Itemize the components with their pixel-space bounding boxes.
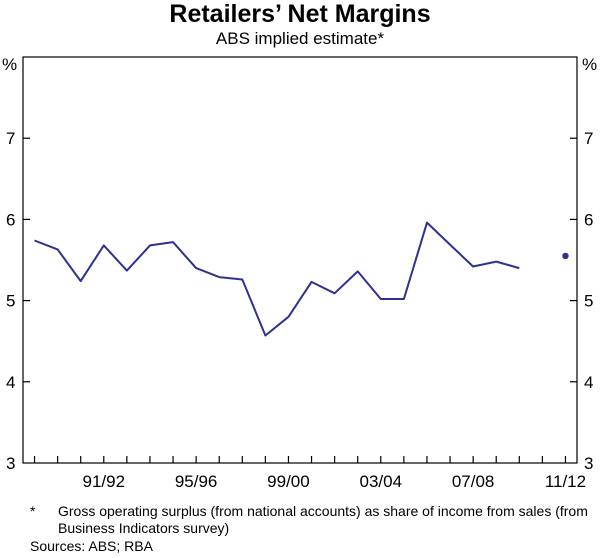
y-unit-right: % — [582, 55, 597, 74]
y-tick-label-left: 5 — [6, 292, 15, 311]
y-tick-label-right: 6 — [584, 210, 593, 229]
line-chart: % % 3 3 4 4 5 5 6 6 7 7 91/92 95/96 99/00 03/04 07/08 1… — [2, 55, 597, 491]
data-point — [562, 252, 569, 260]
x-tick-label: 03/04 — [360, 472, 403, 491]
axis-ticks: 3 3 4 4 5 5 6 6 7 7 91/92 95/96 99/00 03/04 07/08 11/12 — [6, 129, 593, 491]
series-layer — [34, 221, 569, 337]
y-tick-label-left: 6 — [6, 210, 15, 229]
plot-frame — [22, 56, 578, 464]
sources-note: Sources: ABS; RBA — [30, 538, 153, 554]
y-tick-label-left: 3 — [6, 454, 15, 473]
y-tick-label-right: 5 — [584, 292, 593, 311]
x-tick-label: 11/12 — [545, 472, 586, 491]
x-tick-label: 91/92 — [83, 472, 126, 491]
x-tick-label: 95/96 — [175, 472, 218, 491]
y-tick-label-right: 7 — [584, 129, 593, 148]
y-tick-label-right: 4 — [584, 373, 593, 392]
y-unit-left: % — [2, 55, 17, 74]
y-tick-label-right: 3 — [584, 454, 593, 473]
footnote-marker: * — [30, 503, 36, 519]
chart-subtitle: ABS implied estimate* — [215, 29, 385, 48]
chart-title: Retailers’ Net Margins — [169, 0, 431, 28]
footnote-text: Gross operating surplus (from national a… — [58, 503, 588, 536]
y-tick-label-left: 7 — [6, 129, 15, 148]
x-tick-label: 07/08 — [452, 472, 495, 491]
y-tick-label-left: 4 — [6, 373, 15, 392]
series-line — [34, 221, 520, 337]
x-tick-label: 99/00 — [267, 472, 310, 491]
